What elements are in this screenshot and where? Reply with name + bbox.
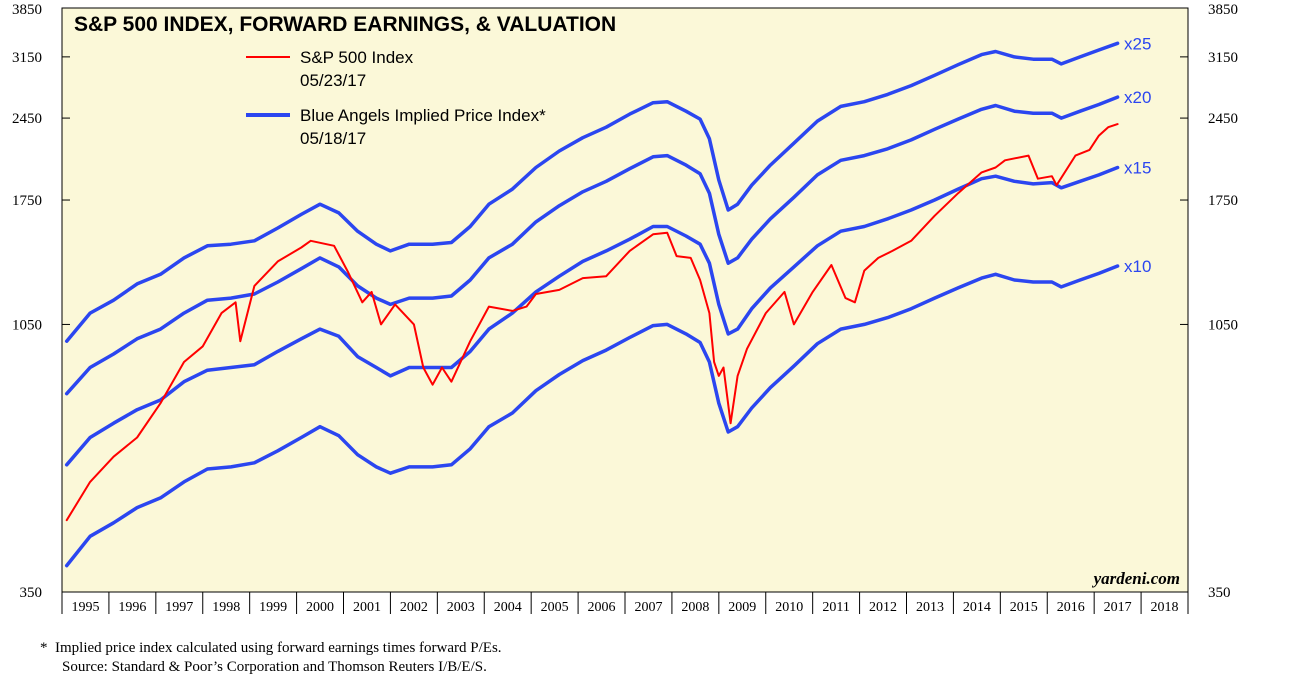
y-tick-label-right: 2450 <box>1208 111 1238 127</box>
x-tick-label: 2009 <box>728 600 756 615</box>
footnote: * Implied price index calculated using f… <box>40 640 502 657</box>
x-tick-label: 2002 <box>400 600 428 615</box>
y-tick-label-left: 3850 <box>12 2 42 18</box>
footnote-line-2: Source: Standard & Poor’s Corporation an… <box>62 659 487 675</box>
y-tick-label-right: 3150 <box>1208 50 1238 66</box>
x-tick-label: 2014 <box>963 600 991 615</box>
x-tick-label: 1996 <box>118 600 146 615</box>
series-line-sp500 <box>65 123 1119 522</box>
x-tick-label: 2015 <box>1010 600 1038 615</box>
series-line-x25 <box>64 41 1120 343</box>
x-tick-label: 1995 <box>71 600 99 615</box>
legend-label-blue-angels: Blue Angels Implied Price Index* <box>300 106 546 125</box>
chart: 3850 3150 2450 1750 1050 350 3850 3150 2450 1750… <box>12 2 1238 615</box>
y-tick-label-right: 3850 <box>1208 2 1238 18</box>
line-label-x20: x20 <box>1124 88 1151 107</box>
x-tick-label: 2010 <box>775 600 803 615</box>
y-tick-label-left: 3150 <box>12 50 42 66</box>
series-line-x20 <box>64 95 1120 396</box>
footnote-source: Source: Standard & Poor’s Corporation an… <box>62 659 487 676</box>
y-tick-label-left: 2450 <box>12 111 42 127</box>
y-tick-label-left: 350 <box>20 585 43 601</box>
footnote-star: * <box>40 640 48 656</box>
y-tick-label-left: 1050 <box>12 317 42 333</box>
watermark: yardeni.com <box>1092 569 1180 588</box>
x-axis: 1995 1996 1997 1998 1999 2000 2001 2002 2003 2004… <box>61 592 1189 615</box>
y-axis-right: 3850 3150 2450 1750 1050 350 <box>1180 2 1238 601</box>
x-tick-label: 2006 <box>588 600 616 615</box>
x-tick-label: 1997 <box>165 600 193 615</box>
plot-area <box>61 7 1189 593</box>
y-tick-label-right: 1050 <box>1208 317 1238 333</box>
series-line-x10 <box>64 264 1120 568</box>
x-tick-label: 2018 <box>1151 600 1179 615</box>
x-tick-label: 1998 <box>212 600 240 615</box>
x-tick-label: 2012 <box>869 600 897 615</box>
x-tick-label: 2007 <box>634 600 662 615</box>
legend-date-blue-angels: 05/18/17 <box>300 129 366 148</box>
x-tick-label: 2005 <box>541 600 569 615</box>
footnote-line-1: Implied price index calculated using for… <box>55 640 502 656</box>
x-tick-label: 2008 <box>681 600 709 615</box>
x-tick-label: 2016 <box>1057 600 1085 615</box>
x-tick-label: 1999 <box>259 600 287 615</box>
y-tick-label-right: 1750 <box>1208 193 1238 209</box>
line-label-x15: x15 <box>1124 159 1151 178</box>
legend: S&P 500 Index 05/23/17 Blue Angels Impli… <box>246 48 546 148</box>
legend-label-sp500: S&P 500 Index <box>300 48 414 67</box>
series-line-x15 <box>64 165 1120 467</box>
line-labels: x25 x20 x15 x10 <box>1124 34 1151 276</box>
line-label-x10: x10 <box>1124 257 1151 276</box>
x-tick-label: 2013 <box>916 600 944 615</box>
x-tick-label: 2001 <box>353 600 381 615</box>
x-tick-label: 2004 <box>494 600 522 615</box>
x-tick-label: 2003 <box>447 600 475 615</box>
y-tick-label-left: 1750 <box>12 193 42 209</box>
legend-date-sp500: 05/23/17 <box>300 71 366 90</box>
x-tick-label: 2011 <box>822 600 849 615</box>
chart-title: S&P 500 INDEX, FORWARD EARNINGS, & VALUA… <box>74 13 616 36</box>
y-axis-left: 3850 3150 2450 1750 1050 350 <box>12 2 70 601</box>
x-tick-label: 2017 <box>1104 600 1132 615</box>
series-layer <box>64 41 1120 568</box>
y-tick-label-right: 350 <box>1208 585 1231 601</box>
line-label-x25: x25 <box>1124 34 1151 53</box>
x-tick-label: 2000 <box>306 600 334 615</box>
